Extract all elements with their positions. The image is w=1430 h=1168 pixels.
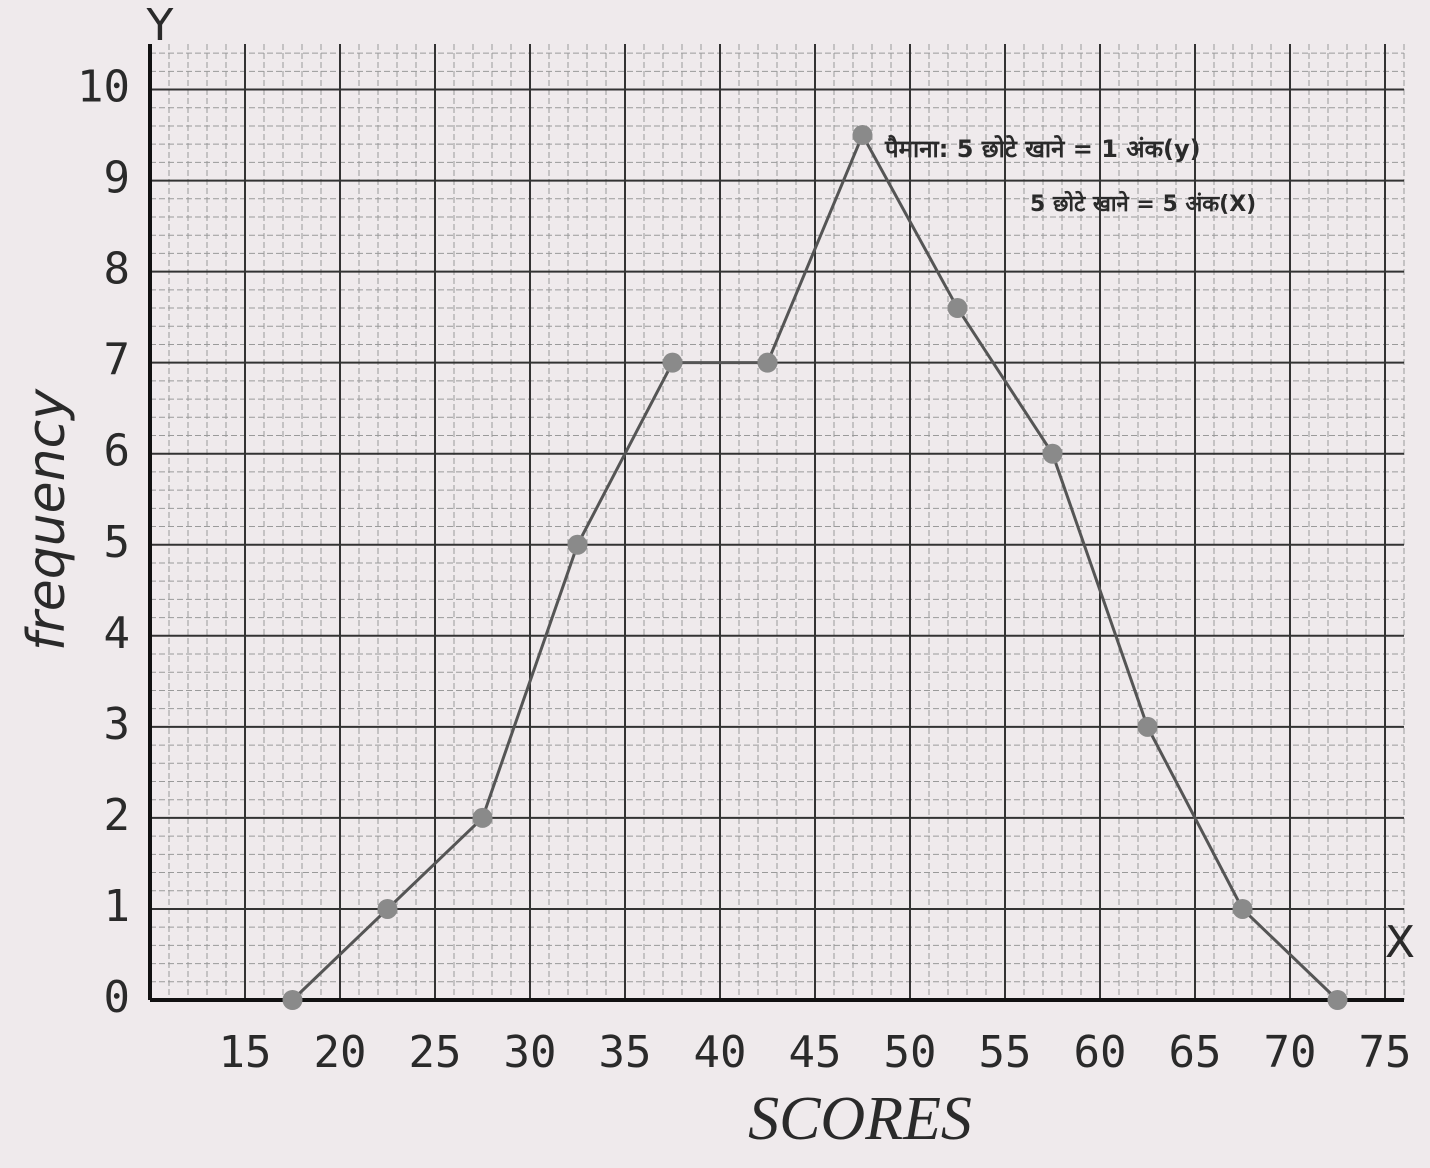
y-tick-label: 6 bbox=[104, 426, 131, 477]
x-tick-label: 65 bbox=[1169, 1027, 1222, 1078]
y-tick-label: 7 bbox=[104, 335, 131, 386]
data-point bbox=[282, 990, 303, 1010]
y-tick-label: 10 bbox=[77, 62, 130, 113]
y-tick-label: 2 bbox=[104, 790, 131, 841]
annotation: 5 छोटे खाने = 5 अंक(X) bbox=[1030, 190, 1256, 217]
x-tick-label: 70 bbox=[1264, 1027, 1317, 1078]
x-tick-label: 15 bbox=[219, 1027, 272, 1078]
y-axis-title: frequency bbox=[17, 388, 77, 651]
y-tick-label: 0 bbox=[104, 972, 131, 1023]
data-point bbox=[947, 298, 968, 319]
x-tick-label: 55 bbox=[979, 1027, 1032, 1078]
data-point bbox=[1137, 716, 1158, 737]
data-point bbox=[662, 352, 683, 373]
x-tick-label: 50 bbox=[884, 1027, 937, 1078]
x-tick-label: 35 bbox=[599, 1027, 652, 1078]
data-point bbox=[472, 807, 493, 828]
x-axis-letter: X bbox=[1385, 917, 1415, 968]
y-tick-label: 5 bbox=[104, 517, 131, 568]
x-tick-label: 40 bbox=[694, 1027, 747, 1078]
data-point bbox=[377, 898, 398, 919]
y-tick-label: 3 bbox=[104, 699, 131, 750]
x-tick-label: 30 bbox=[504, 1027, 557, 1078]
x-tick-label: 45 bbox=[789, 1027, 842, 1078]
data-point bbox=[1042, 443, 1063, 464]
y-tick-label: 4 bbox=[104, 608, 131, 659]
data-point bbox=[567, 534, 588, 555]
data-point bbox=[852, 125, 873, 146]
data-point bbox=[1327, 990, 1348, 1010]
y-tick-label: 1 bbox=[104, 881, 131, 932]
x-tick-label: 25 bbox=[409, 1027, 462, 1078]
y-tick-label: 8 bbox=[104, 244, 131, 295]
x-tick-label: 60 bbox=[1074, 1027, 1127, 1078]
y-axis-letter: Y bbox=[146, 0, 174, 51]
x-tick-label: 75 bbox=[1359, 1027, 1412, 1078]
data-point bbox=[757, 352, 778, 373]
annotation: पैमाना: 5 छोटे खाने = 1 अंक(y) bbox=[884, 135, 1201, 163]
y-tick-label: 9 bbox=[104, 153, 131, 204]
x-axis-title: SCORES bbox=[748, 1085, 972, 1153]
x-tick-label: 20 bbox=[314, 1027, 367, 1078]
data-point bbox=[1232, 898, 1253, 919]
data-line bbox=[291, 131, 1339, 1002]
